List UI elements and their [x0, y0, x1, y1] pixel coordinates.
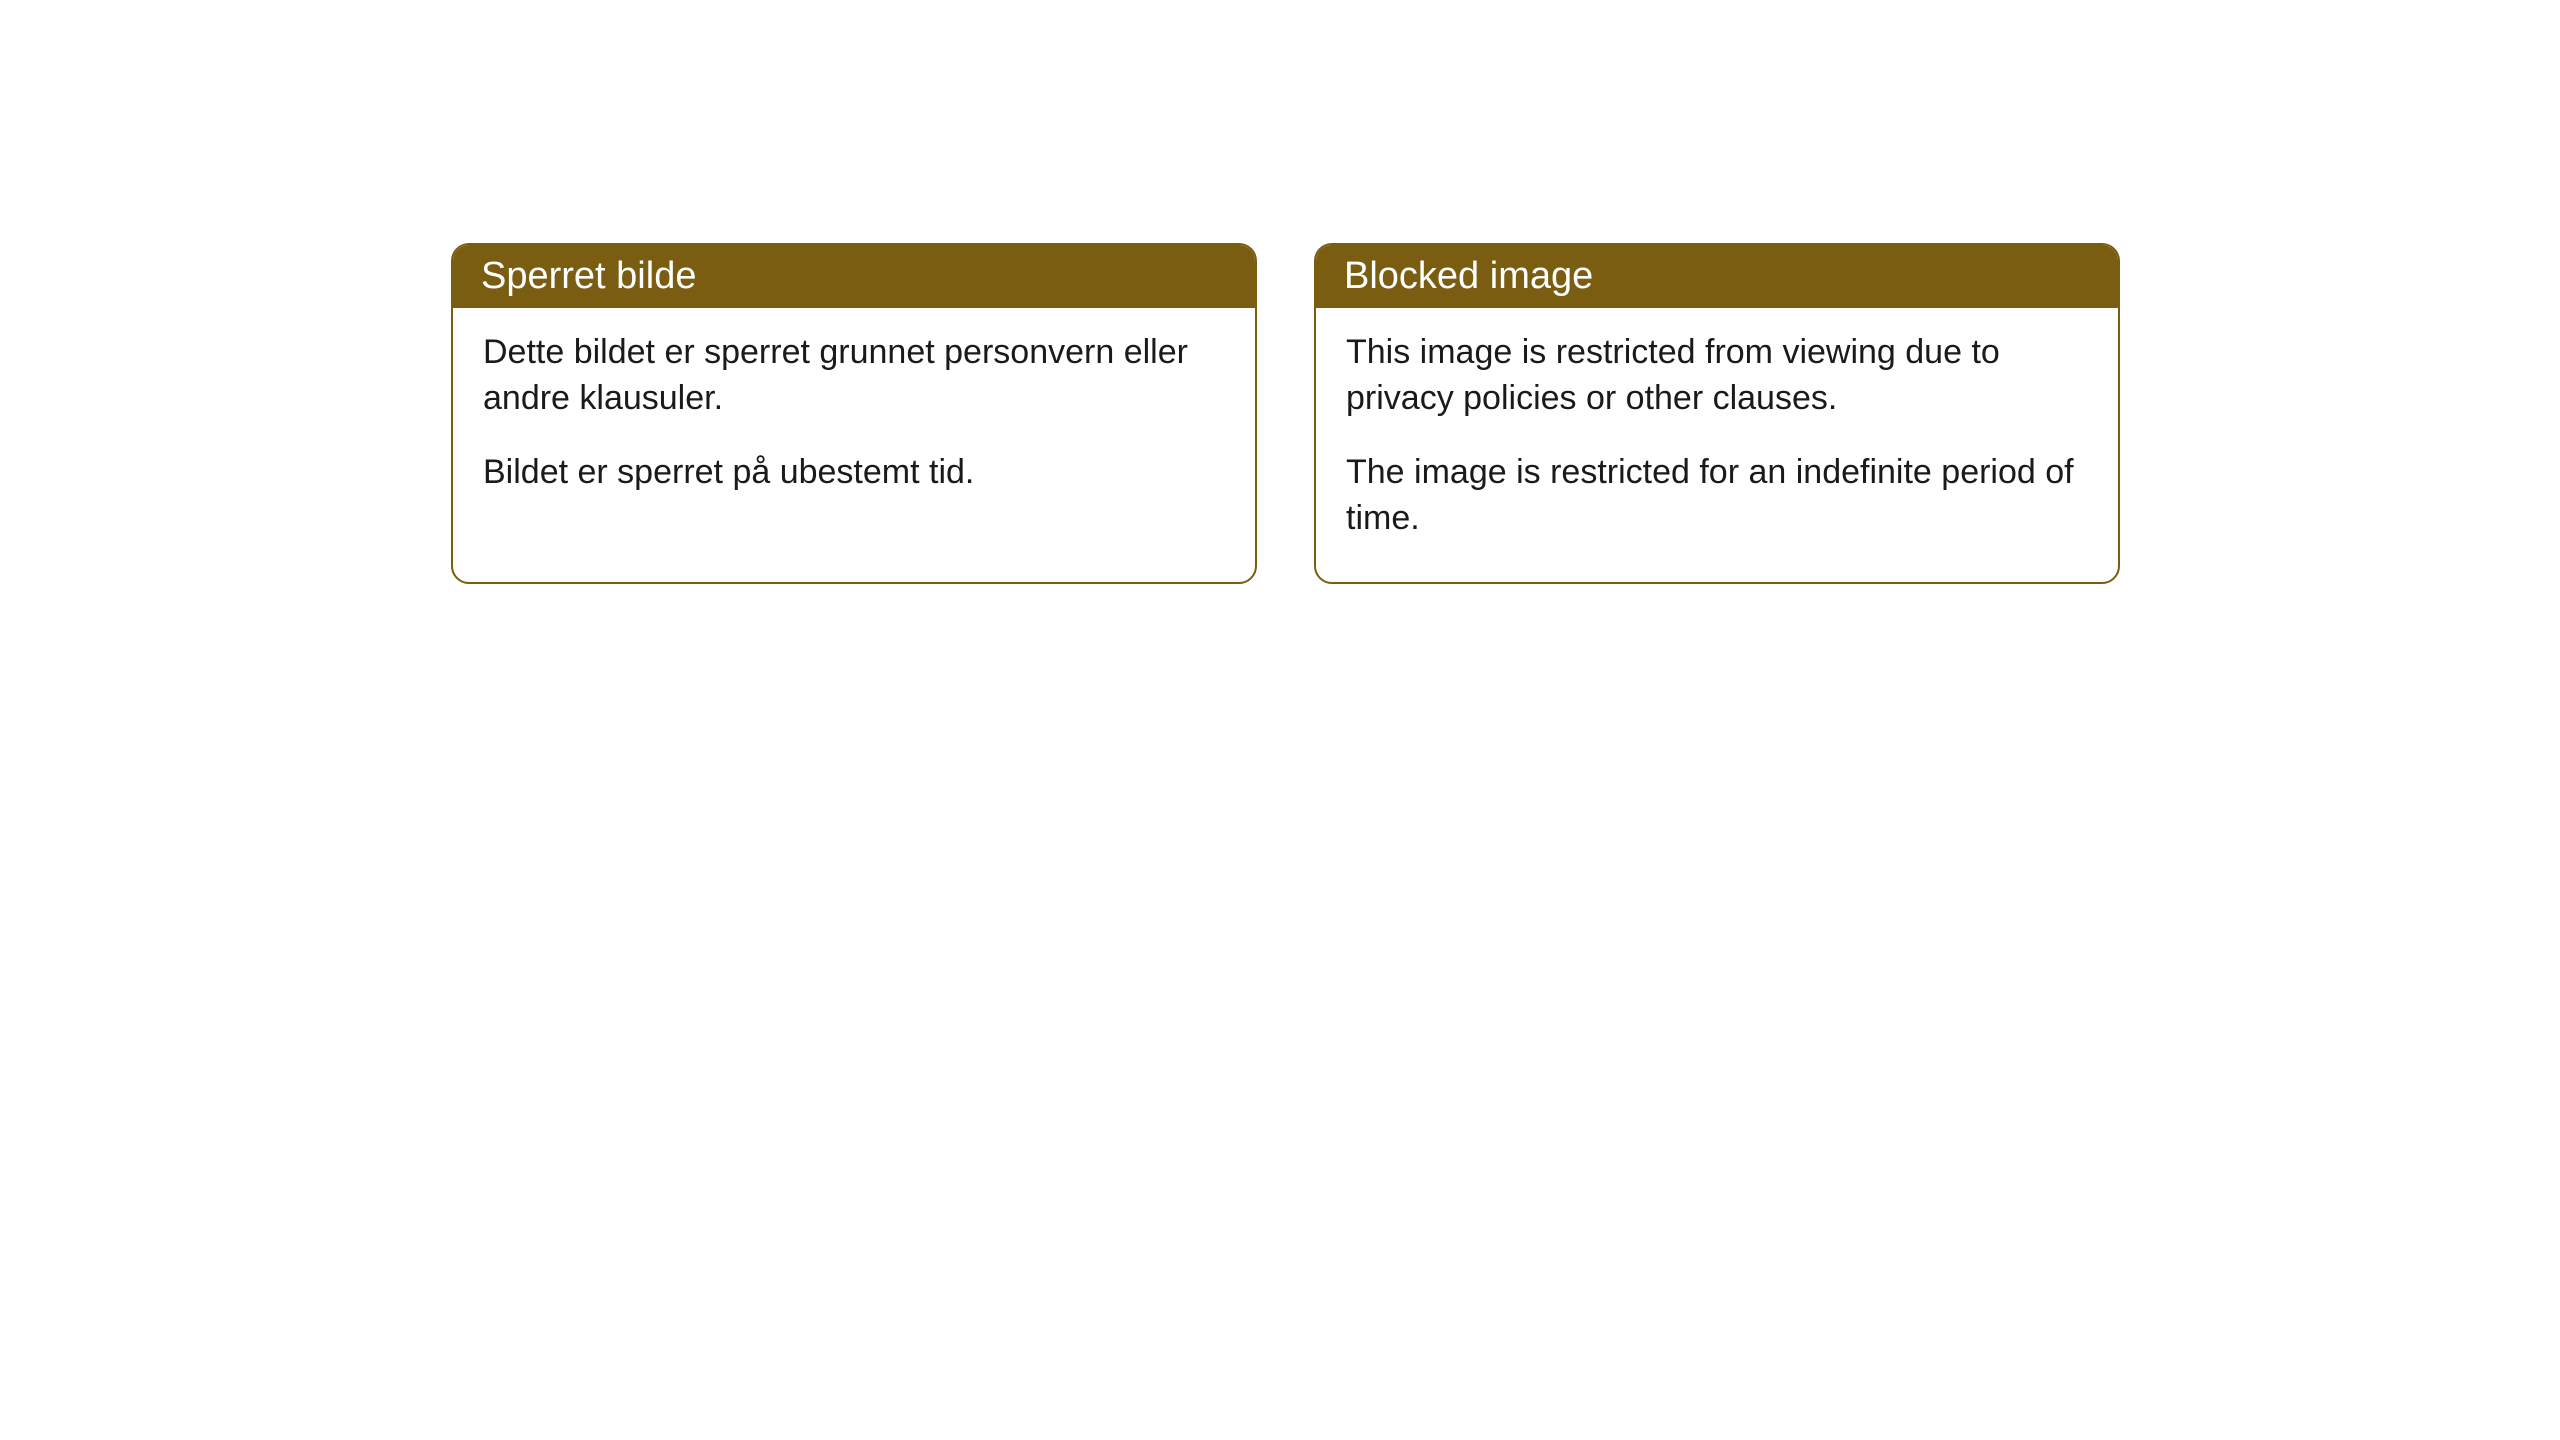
notice-paragraph: Bildet er sperret på ubestemt tid.	[483, 450, 1225, 496]
notice-title: Sperret bilde	[481, 255, 696, 297]
notice-paragraph: The image is restricted for an indefinit…	[1346, 450, 2088, 542]
notice-title: Blocked image	[1344, 255, 1593, 297]
notice-body: This image is restricted from viewing du…	[1316, 308, 2118, 582]
notice-body: Dette bildet er sperret grunnet personve…	[453, 308, 1255, 536]
notice-box-norwegian: Sperret bilde Dette bildet er sperret gr…	[451, 243, 1257, 584]
notice-paragraph: This image is restricted from viewing du…	[1346, 330, 2088, 422]
notice-header: Blocked image	[1316, 245, 2118, 308]
notice-container: Sperret bilde Dette bildet er sperret gr…	[0, 0, 2560, 584]
notice-header: Sperret bilde	[453, 245, 1255, 308]
notice-paragraph: Dette bildet er sperret grunnet personve…	[483, 330, 1225, 422]
notice-box-english: Blocked image This image is restricted f…	[1314, 243, 2120, 584]
